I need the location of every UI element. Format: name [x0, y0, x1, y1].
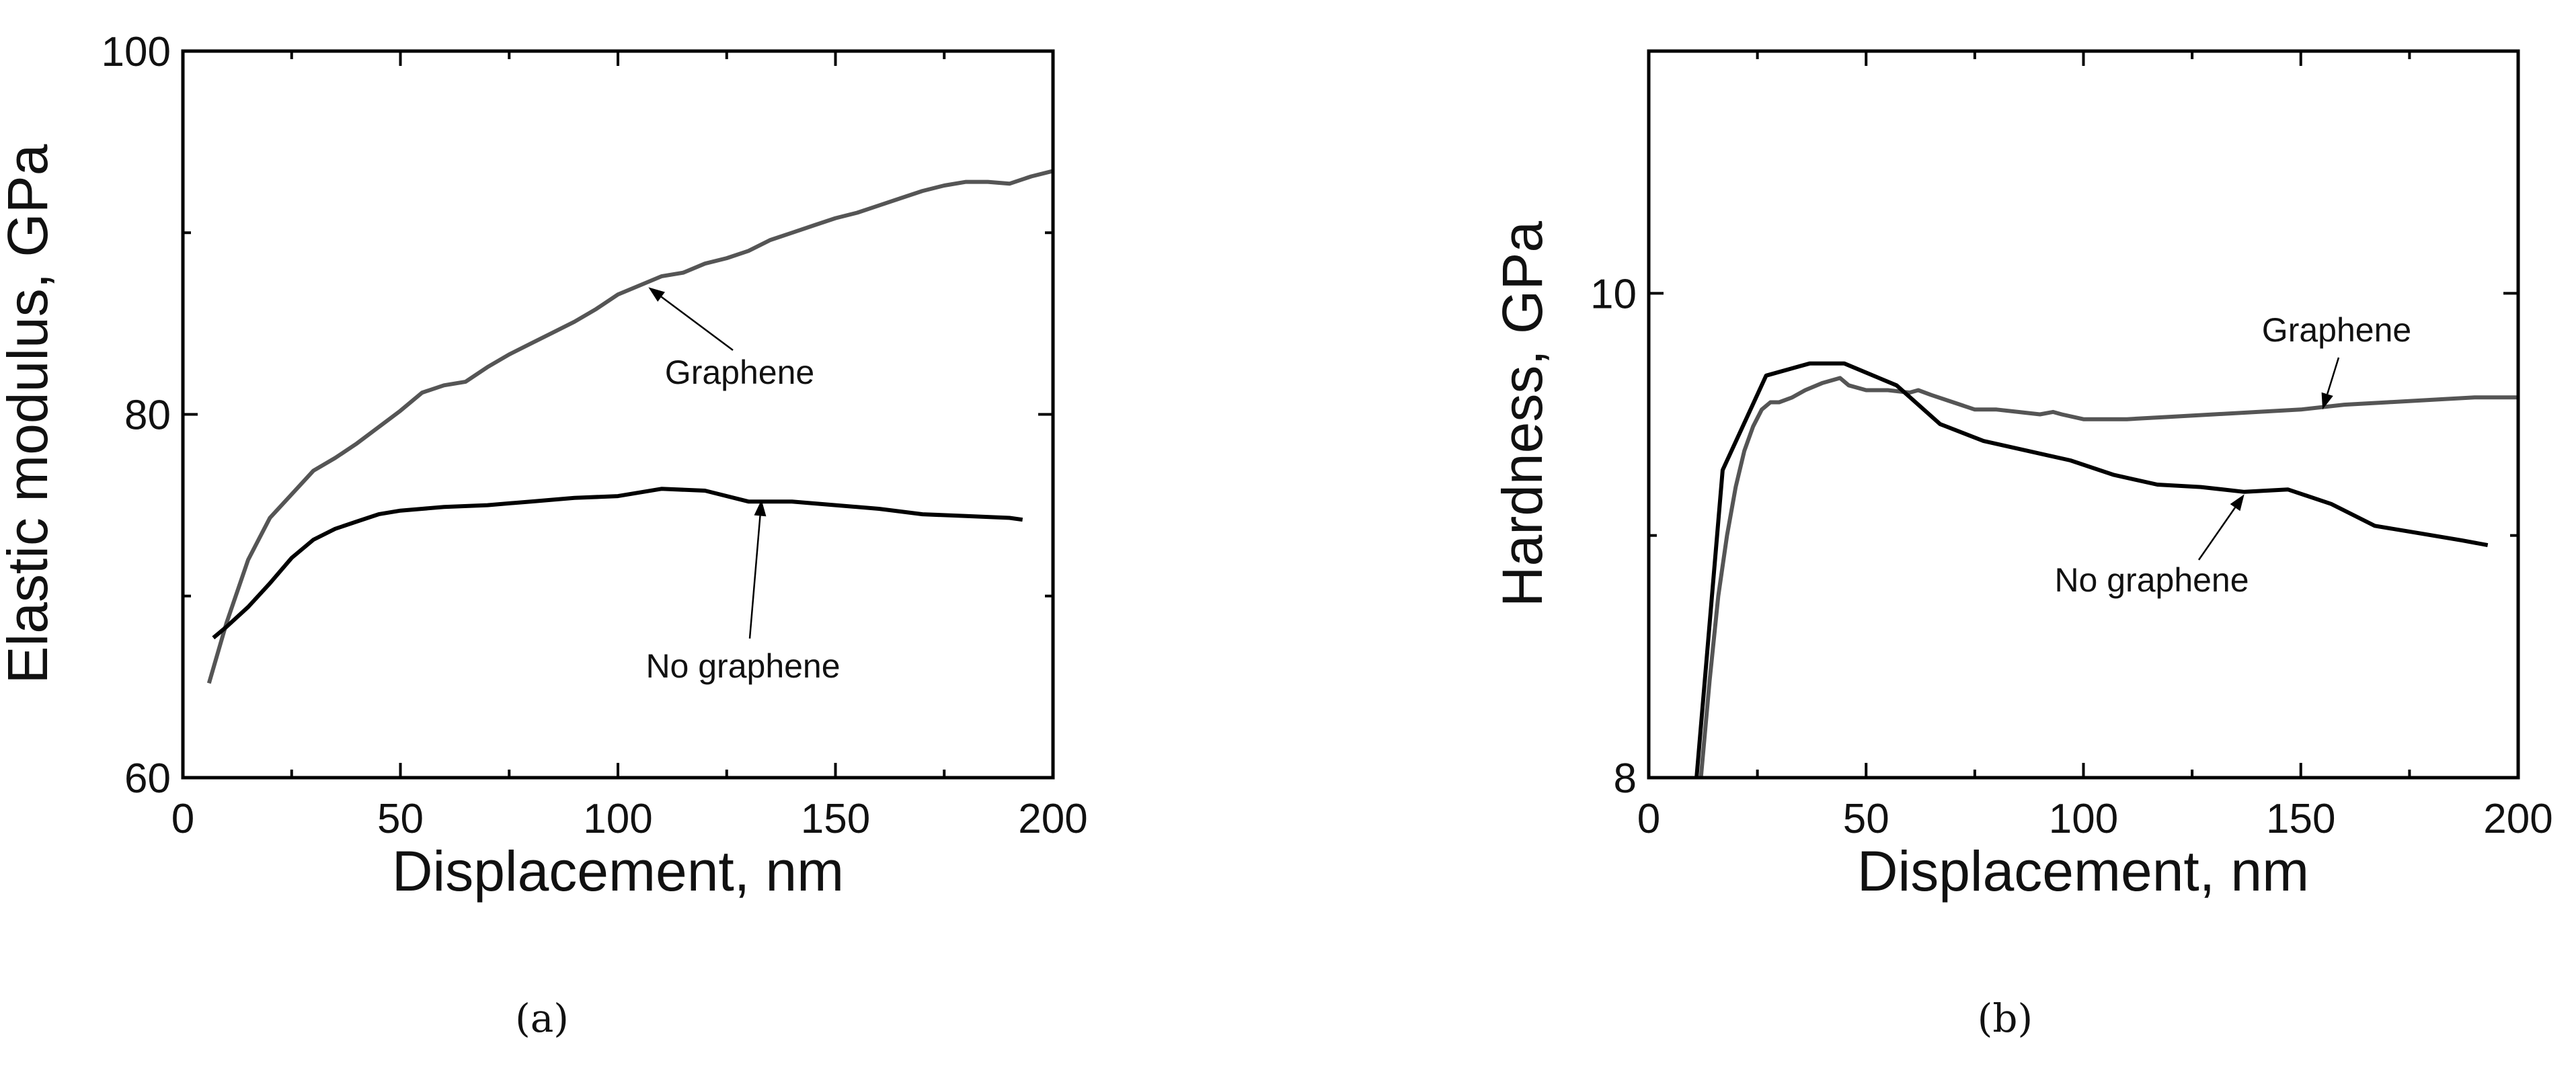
- series-layer: [1694, 361, 2518, 778]
- x-tick-label: 200: [2483, 796, 2552, 842]
- y-axis-title: Hardness, GPa: [1491, 221, 1554, 608]
- annotation-label-no-graphene: No graphene: [2054, 561, 2249, 599]
- y-tick-label: 10: [1590, 271, 1637, 317]
- series-line-graphene: [206, 169, 1053, 684]
- series-line-no-graphene: [1694, 361, 2489, 778]
- x-tick-label: 150: [2266, 796, 2335, 842]
- annotation-arrowhead: [2230, 494, 2245, 511]
- annotation-label-no-graphene: No graphene: [646, 647, 840, 685]
- series-line-graphene: [1699, 376, 2518, 778]
- x-tick-label: 100: [583, 796, 652, 842]
- annotation-arrowhead: [648, 287, 665, 302]
- annotation-arrow-line: [748, 516, 761, 639]
- annotation-arrow-line: [2197, 507, 2236, 561]
- y-tick-label: 8: [1614, 755, 1637, 802]
- y-tick-label: 60: [124, 755, 171, 802]
- x-tick-label: 0: [171, 796, 194, 842]
- x-tick-label: 150: [801, 796, 870, 842]
- x-axis-title: Displacement, nm: [392, 839, 844, 903]
- annotation-arrow-line: [660, 296, 734, 352]
- annotation-layer: Graphene No graphene: [646, 287, 841, 685]
- x-tick-label: 100: [2049, 796, 2118, 842]
- annotation-arrowhead: [754, 499, 767, 517]
- x-tick-label: 50: [377, 796, 424, 842]
- annotation-label-graphene: Graphene: [665, 354, 814, 391]
- plot-frame: [1647, 49, 2520, 780]
- x-tick-label: 0: [1637, 796, 1660, 842]
- annotation-layer: Graphene No graphene: [2054, 311, 2411, 599]
- series-layer: [206, 169, 1053, 684]
- x-tick-label: 200: [1018, 796, 1087, 842]
- annotation-arrow-line: [2326, 357, 2340, 395]
- chart-hardness: Graphene No graphene 0 50 100 150 200 8 10 Disp…: [1491, 49, 2553, 1041]
- tick-layer: 0 50 100 150 200 8 10: [1590, 51, 2553, 842]
- annotation-arrowhead: [2321, 392, 2333, 410]
- annotation-label-graphene: Graphene: [2262, 311, 2411, 349]
- plot-frame: [181, 49, 1055, 780]
- panel-label-b: (b): [1978, 995, 2033, 1041]
- x-axis-title: Displacement, nm: [1857, 839, 2309, 903]
- y-tick-label: 100: [102, 29, 171, 75]
- y-axis-title: Elastic modulus, GPa: [0, 144, 59, 684]
- x-tick-label: 50: [1843, 796, 1889, 842]
- panel-label-a: (a): [515, 995, 569, 1041]
- y-tick-label: 80: [124, 393, 171, 439]
- series-line-no-graphene: [212, 487, 1023, 640]
